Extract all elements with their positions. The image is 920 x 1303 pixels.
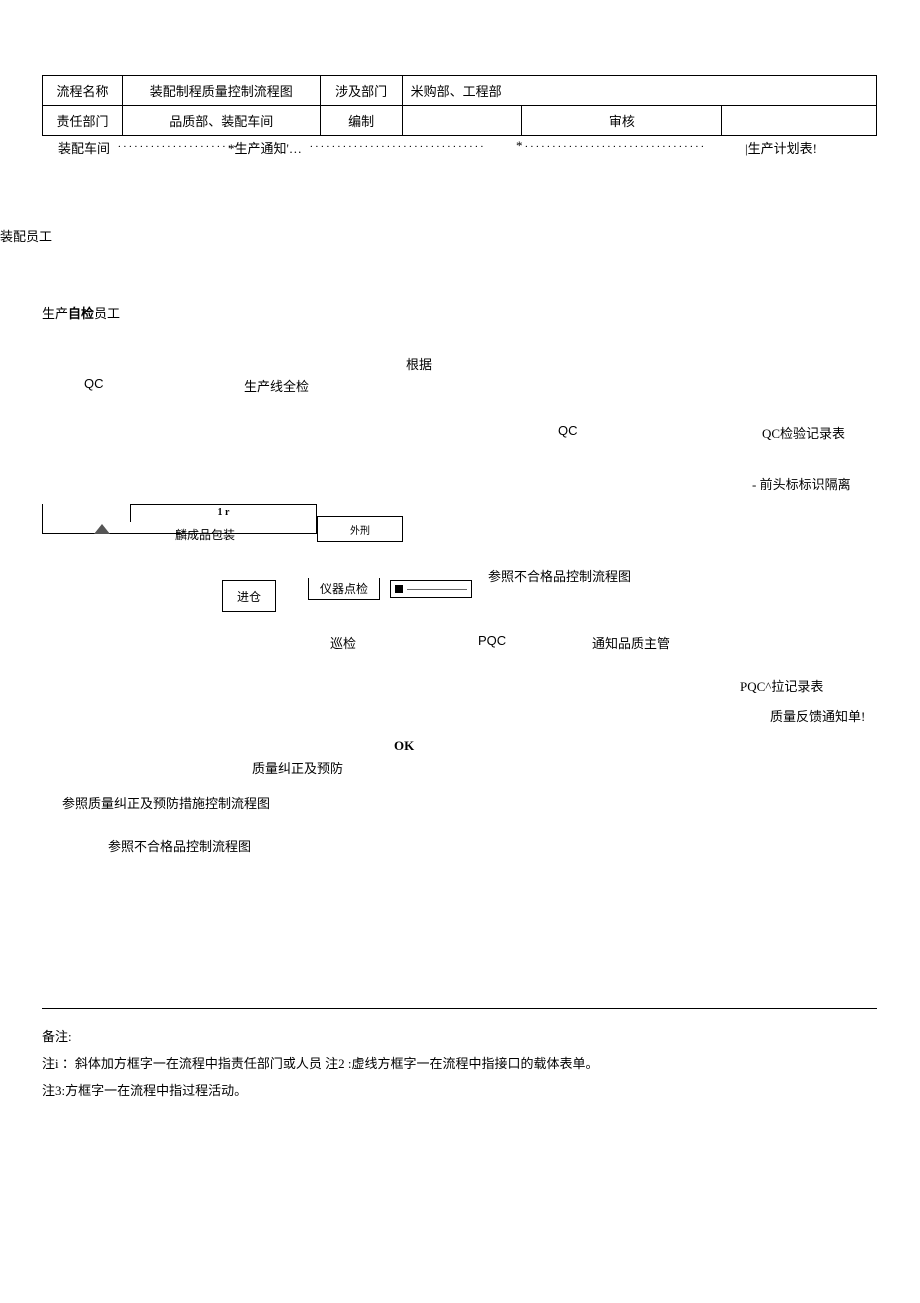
- notes-divider: [42, 1008, 877, 1009]
- hdr-r2c1: 责任部门: [43, 106, 123, 136]
- txt-notify-qm: 通知品质主管: [592, 633, 670, 652]
- txt-arrow-isolate: ‐ 前头标标识隔离: [752, 474, 851, 493]
- box-waifu: 外刑: [317, 516, 403, 542]
- hdr-r1c1: 流程名称: [43, 76, 123, 106]
- square-marker-icon: [395, 585, 403, 593]
- hdr-r1c4: 米购部、工程部: [402, 76, 876, 106]
- txt-feedback: 质量反馈通知单!: [770, 706, 865, 725]
- notes-title: 备注:: [42, 1027, 877, 1048]
- txt-1r: 1 r: [218, 507, 230, 518]
- box-yiqidianjian: 仪器点检: [308, 578, 380, 600]
- box-jincang: 进仓: [222, 580, 276, 612]
- txt-qc1: QC: [84, 376, 104, 391]
- line1-workshop: 装配车间: [58, 138, 110, 157]
- line1-star: *: [516, 138, 523, 154]
- txt-prod-self: 生产自检员工: [42, 303, 120, 322]
- hdr-r2c2: 品质部、装配车间: [122, 106, 320, 136]
- flowchart-area: 装配车间 . . . . . . . . . . . . . . . . . .…: [0, 138, 920, 1008]
- txt-zhuangpei-staff: 装配员工: [0, 226, 52, 245]
- hdr-r2c6: [722, 106, 877, 136]
- box-small-marker: [390, 580, 472, 598]
- line1-plan: |生产计划表!: [745, 138, 817, 157]
- line1-dots2: . . . . . . . . . . . . . . . . . . . . …: [310, 138, 483, 150]
- notes-line1: 注i ：斜体加方框字一在流程中指责任部门或人员 注2 :虚线方框字一在流程中指接…: [42, 1054, 877, 1075]
- txt-correct: 质量纠正及预防: [252, 758, 343, 777]
- hdr-r2c3: 编制: [320, 106, 402, 136]
- line1-dots1: . . . . . . . . . . . . . . . . . . . . …: [118, 138, 236, 150]
- txt-quanjiancheck: 生产线全检: [244, 376, 309, 395]
- hdr-r2c4: [402, 106, 522, 136]
- txt-ref-nc1: 参照不合格品控制流程图: [488, 566, 631, 585]
- txt-pqc-record: PQC^拉记录表: [740, 676, 823, 695]
- txt-genju: 根据: [406, 354, 432, 373]
- hdr-r1c3: 涉及部门: [320, 76, 402, 106]
- marker-line: [407, 589, 467, 590]
- line1-dots3: . . . . . . . . . . . . . . . . . . . . …: [525, 138, 704, 150]
- txt-ref-nc2: 参照不合格品控制流程图: [108, 836, 251, 855]
- hdr-r2c5: 审核: [522, 106, 722, 136]
- header-table: 流程名称 装配制程质量控制流程图 涉及部门 米购部、工程部 责任部门 品质部、装…: [42, 75, 877, 136]
- notes-section: 备注: 注i ：斜体加方框字一在流程中指责任部门或人员 注2 :虚线方框字一在流…: [42, 1008, 877, 1107]
- hdr-r1c2: 装配制程质量控制流程图: [122, 76, 320, 106]
- txt-qcrecord: QC检验记录表: [762, 423, 845, 442]
- triangle-icon: [94, 524, 110, 534]
- txt-ok: OK: [394, 738, 414, 754]
- box-1r: 1 r: [130, 504, 317, 522]
- txt-xunjian: 巡检: [330, 633, 356, 652]
- txt-pqc1: PQC: [478, 633, 506, 648]
- txt-chengpin: 麟成品包装: [175, 526, 235, 543]
- txt-ref-correct: 参照质量纠正及预防措施控制流程图: [62, 793, 270, 812]
- txt-qc2: QC: [558, 423, 578, 438]
- line1-notice: *生产通知'…: [228, 138, 302, 157]
- notes-line3: 注3:方框字一在流程中指过程活动。: [42, 1081, 877, 1102]
